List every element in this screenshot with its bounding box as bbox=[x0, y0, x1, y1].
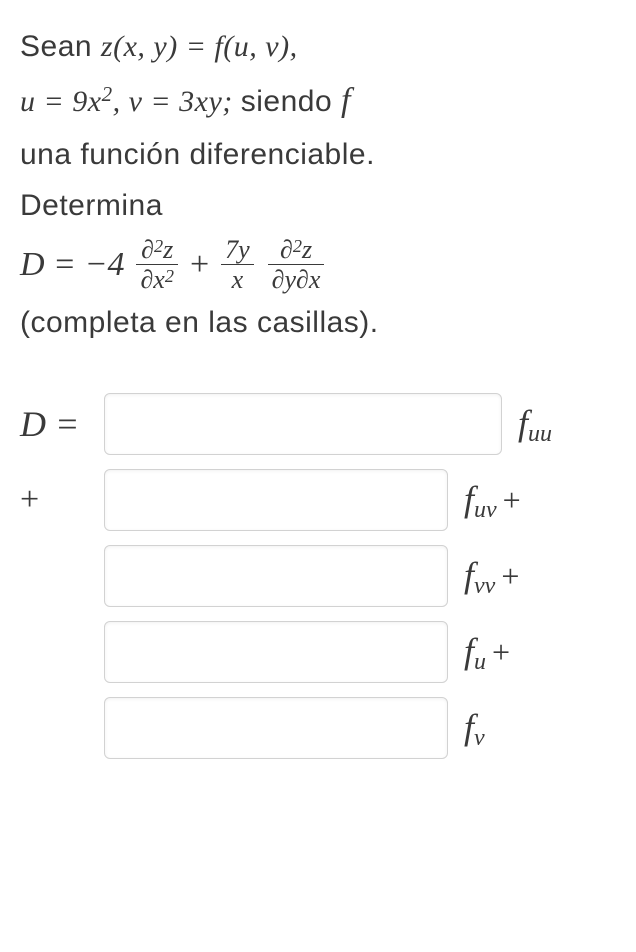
line2-suffix: siendo bbox=[241, 85, 341, 118]
frac-2a: 7y x bbox=[221, 236, 254, 294]
line1-math: z(x, y) = f(u, v), bbox=[101, 30, 298, 63]
problem-line-2: u = 9x2, v = 3xy; siendo f bbox=[20, 75, 616, 126]
blank-fu[interactable] bbox=[104, 621, 448, 683]
problem-line-1: Sean z(x, y) = f(u, v), bbox=[20, 24, 616, 69]
line2-u-base: u = 9x bbox=[20, 85, 102, 118]
answer-row-1: D = fuu bbox=[20, 393, 616, 455]
answer-area: D = fuu + fuv+ fvv+ fu+ fv bbox=[20, 393, 616, 759]
problem-line-6: (completa en las casillas). bbox=[20, 300, 616, 345]
line2-v: , v = 3xy; bbox=[113, 85, 241, 118]
line2-u: u = 9x2, v = 3xy; bbox=[20, 85, 241, 118]
problem-d-equation: D = −4 ∂2z ∂x2 + 7y x ∂2z ∂y∂x bbox=[20, 236, 616, 294]
d-label: D = −4 bbox=[20, 239, 124, 290]
suffix-fvv: fvv+ bbox=[464, 548, 519, 604]
line1-prefix: Sean bbox=[20, 30, 101, 63]
blank-fvv[interactable] bbox=[104, 545, 448, 607]
answer-lead-d: D = bbox=[20, 397, 104, 451]
suffix-fv: fv bbox=[464, 700, 485, 756]
line2-u-sup: 2 bbox=[102, 82, 113, 106]
answer-row-2: + fuv+ bbox=[20, 469, 616, 531]
problem-line-4: Determina bbox=[20, 183, 616, 228]
suffix-fu: fu+ bbox=[464, 624, 510, 680]
answer-row-3: fvv+ bbox=[20, 545, 616, 607]
problem-line-3: una función diferenciable. bbox=[20, 132, 616, 177]
blank-fuu[interactable] bbox=[104, 393, 502, 455]
suffix-fuu: fuu bbox=[518, 396, 552, 452]
answer-row-5: fv bbox=[20, 697, 616, 759]
blank-fuv[interactable] bbox=[104, 469, 448, 531]
answer-row-4: fu+ bbox=[20, 621, 616, 683]
d-plus: + bbox=[190, 239, 209, 290]
answer-lead-plus: + bbox=[20, 474, 104, 525]
suffix-fuv: fuv+ bbox=[464, 472, 521, 528]
frac-1: ∂2z ∂x2 bbox=[136, 236, 177, 294]
frac-2b: ∂2z ∂y∂x bbox=[268, 236, 325, 294]
line2-f: f bbox=[341, 82, 351, 119]
blank-fv[interactable] bbox=[104, 697, 448, 759]
